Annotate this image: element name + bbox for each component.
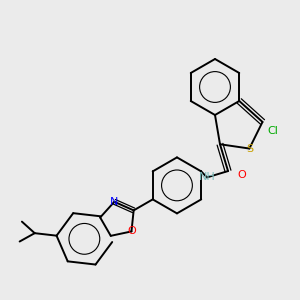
Text: S: S [246,143,253,154]
Text: Cl: Cl [268,126,278,136]
Text: N: N [110,197,118,207]
Text: NH: NH [199,172,215,182]
Text: O: O [237,170,246,180]
Text: O: O [127,226,136,236]
